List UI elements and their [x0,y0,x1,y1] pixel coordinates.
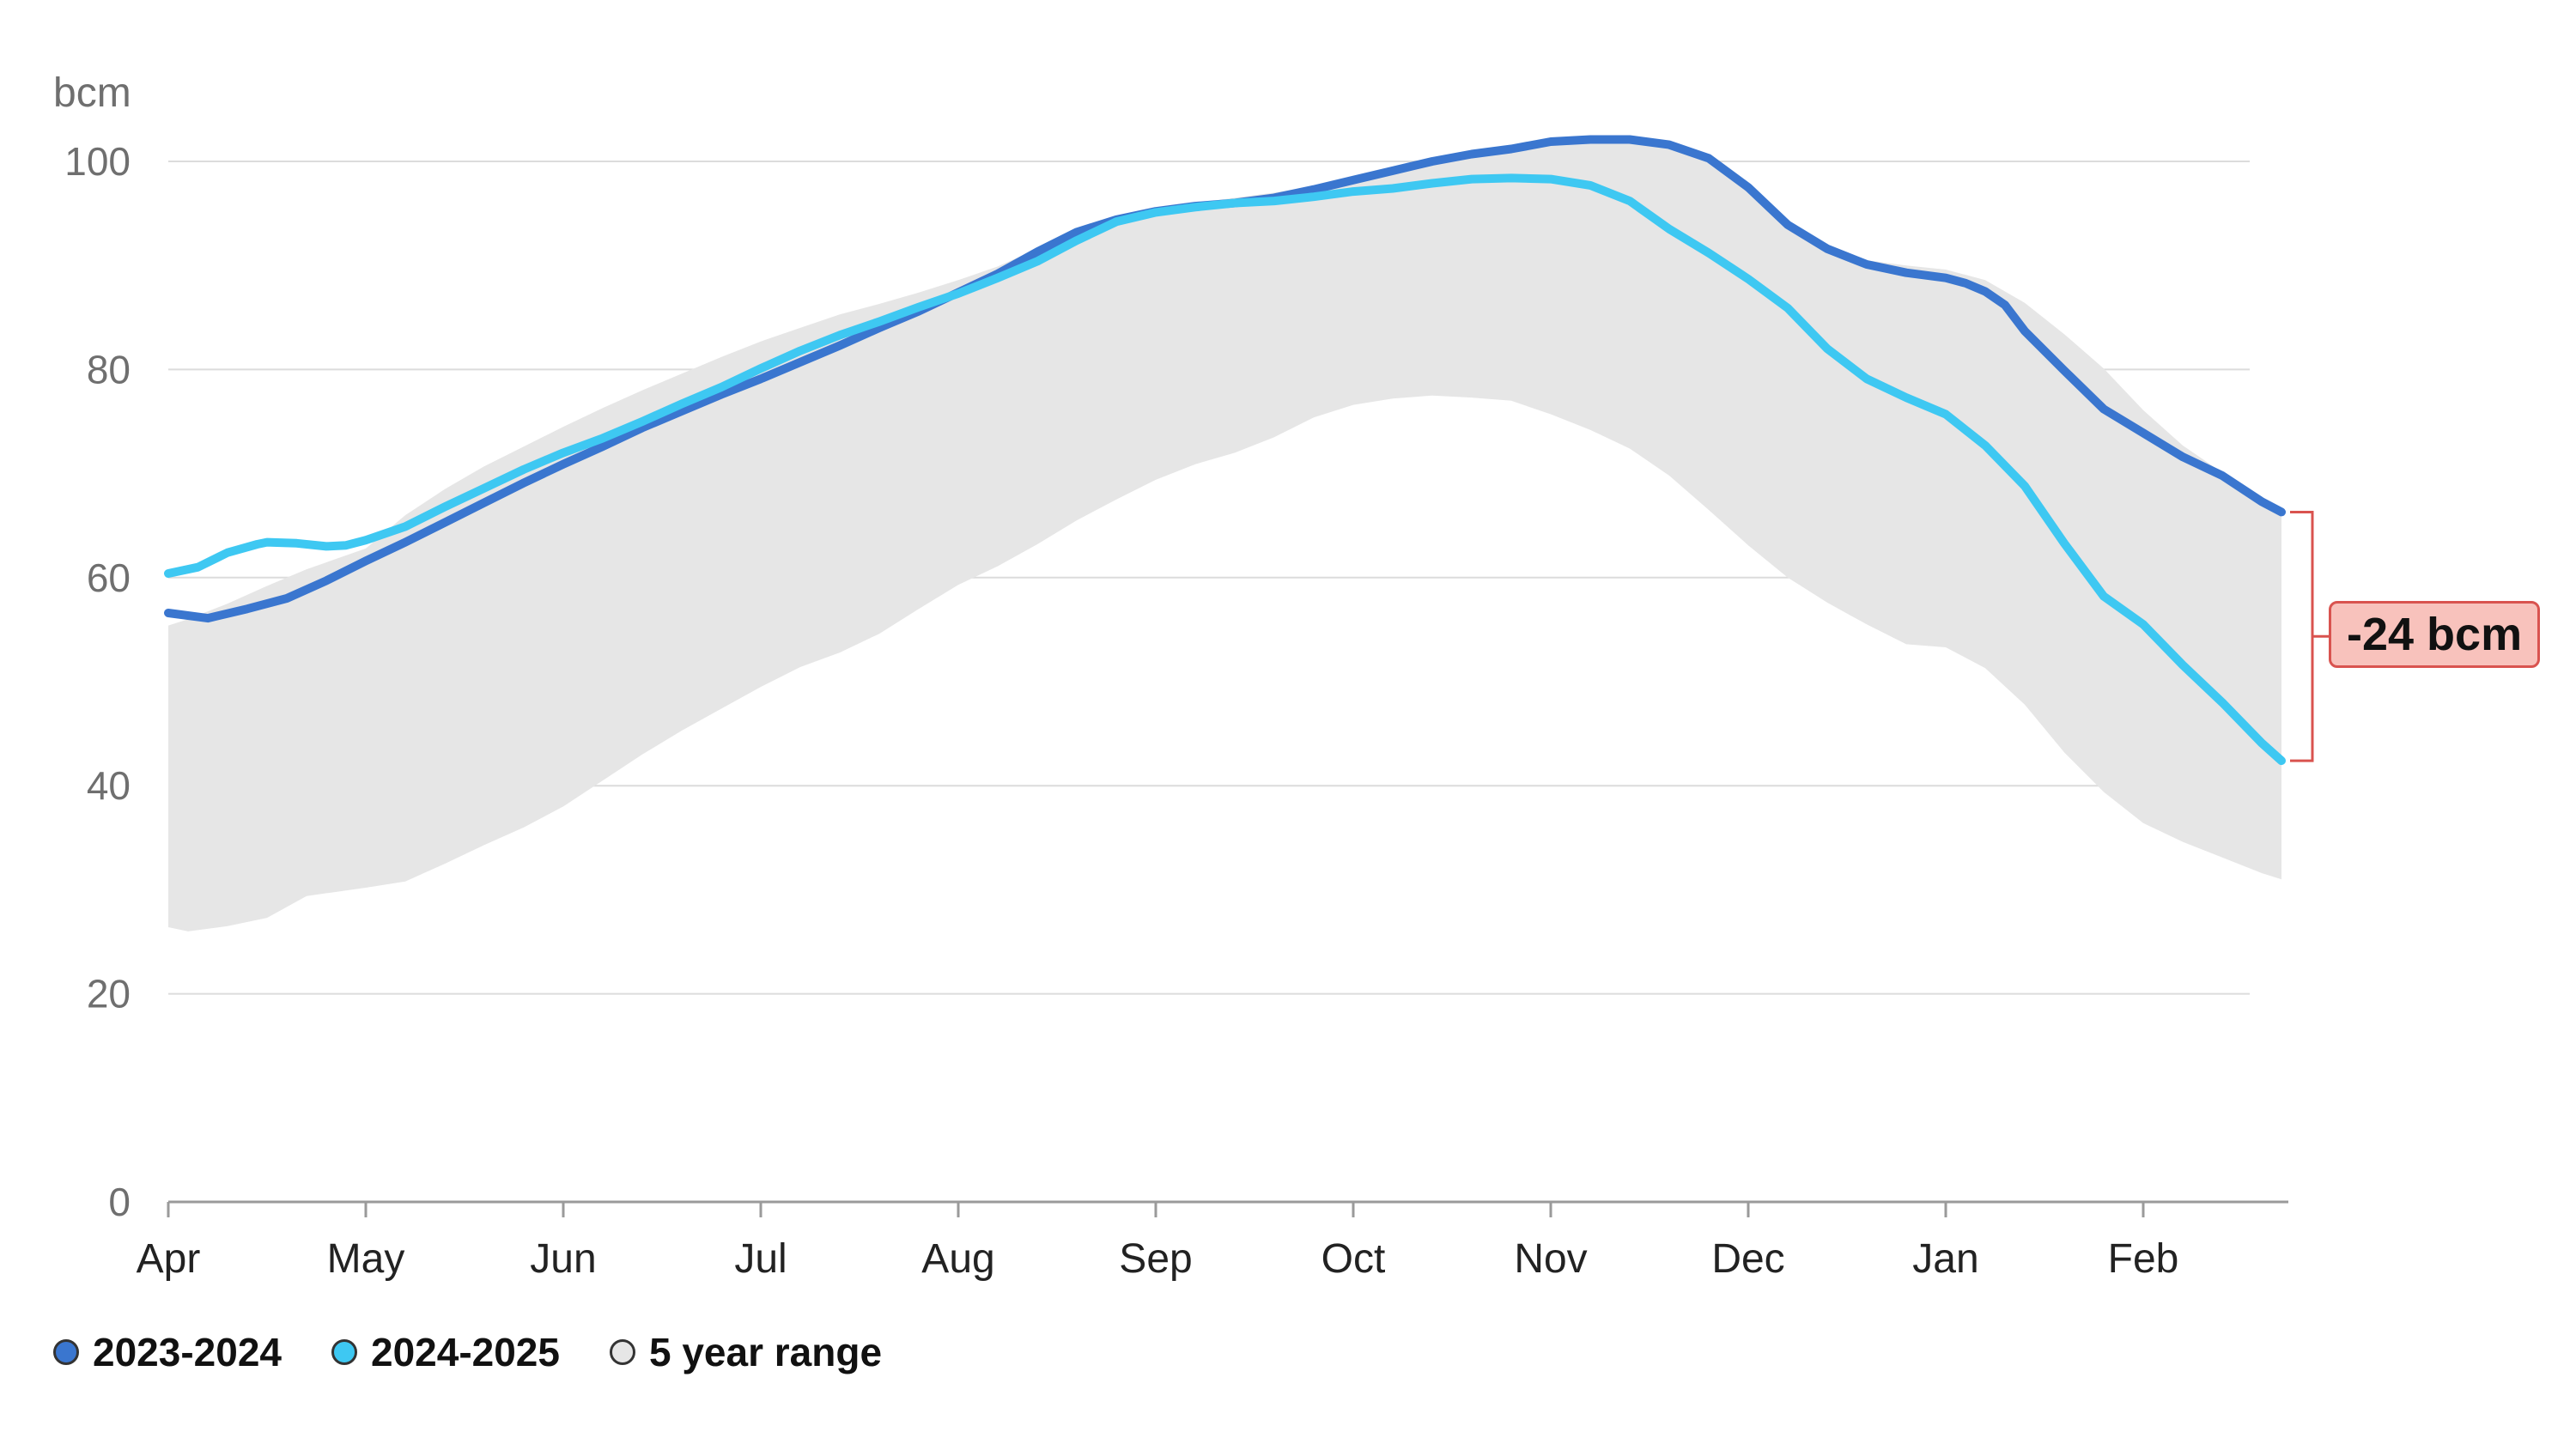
x-tick-label-Sep: Sep [1119,1236,1192,1282]
legend: 2023-2024 2024-2025 5 year range [53,1329,882,1375]
legend-swatch-5-year-range [609,1339,635,1365]
x-tick-label-Apr: Apr [137,1236,201,1282]
legend-label-2023-2024: 2023-2024 [93,1330,282,1374]
x-tick-label-Dec: Dec [1711,1236,1784,1282]
y-tick-label-0: 0 [108,1180,131,1224]
y-tick-label-20: 20 [87,972,131,1016]
x-tick-label-Oct: Oct [1321,1236,1386,1282]
x-tick-label-Aug: Aug [921,1236,994,1282]
legend-item-5-year-range: 5 year range [609,1329,883,1375]
x-tick-label-Jul: Jul [734,1236,787,1282]
unit-label: bcm [53,70,131,116]
series-line-layer [164,135,2286,766]
y-tick-label-40: 40 [87,763,131,808]
y-tick-label-60: 60 [87,555,131,600]
legend-item-2024-2025: 2024-2025 [331,1329,560,1375]
x-axis: Apr May Jun Jul Aug Sep Oct Nov Dec Jan Feb [137,1200,2288,1282]
x-tick-label-May: May [327,1236,405,1282]
x-tick-label-Nov: Nov [1514,1236,1587,1282]
legend-label-5-year-range: 5 year range [648,1330,883,1374]
x-tick-label-Jan: Jan [1912,1236,1978,1282]
difference-badge: -24 bcm [2329,601,2541,668]
legend-item-2023-2024: 2023-2024 [53,1329,282,1375]
x-tick-label-Feb: Feb [2108,1236,2179,1282]
range-area [168,138,2281,931]
range-area-layer [168,138,2281,931]
series-line-2024-2025 [164,173,2286,766]
legend-swatch-2024-2025 [331,1339,357,1365]
x-tick-label-Jun: Jun [530,1236,596,1282]
legend-label-2024-2025: 2024-2025 [370,1330,560,1374]
y-tick-label-80: 80 [87,347,131,391]
legend-swatch-2023-2024 [53,1339,79,1365]
y-tick-label-100: 100 [64,139,131,184]
